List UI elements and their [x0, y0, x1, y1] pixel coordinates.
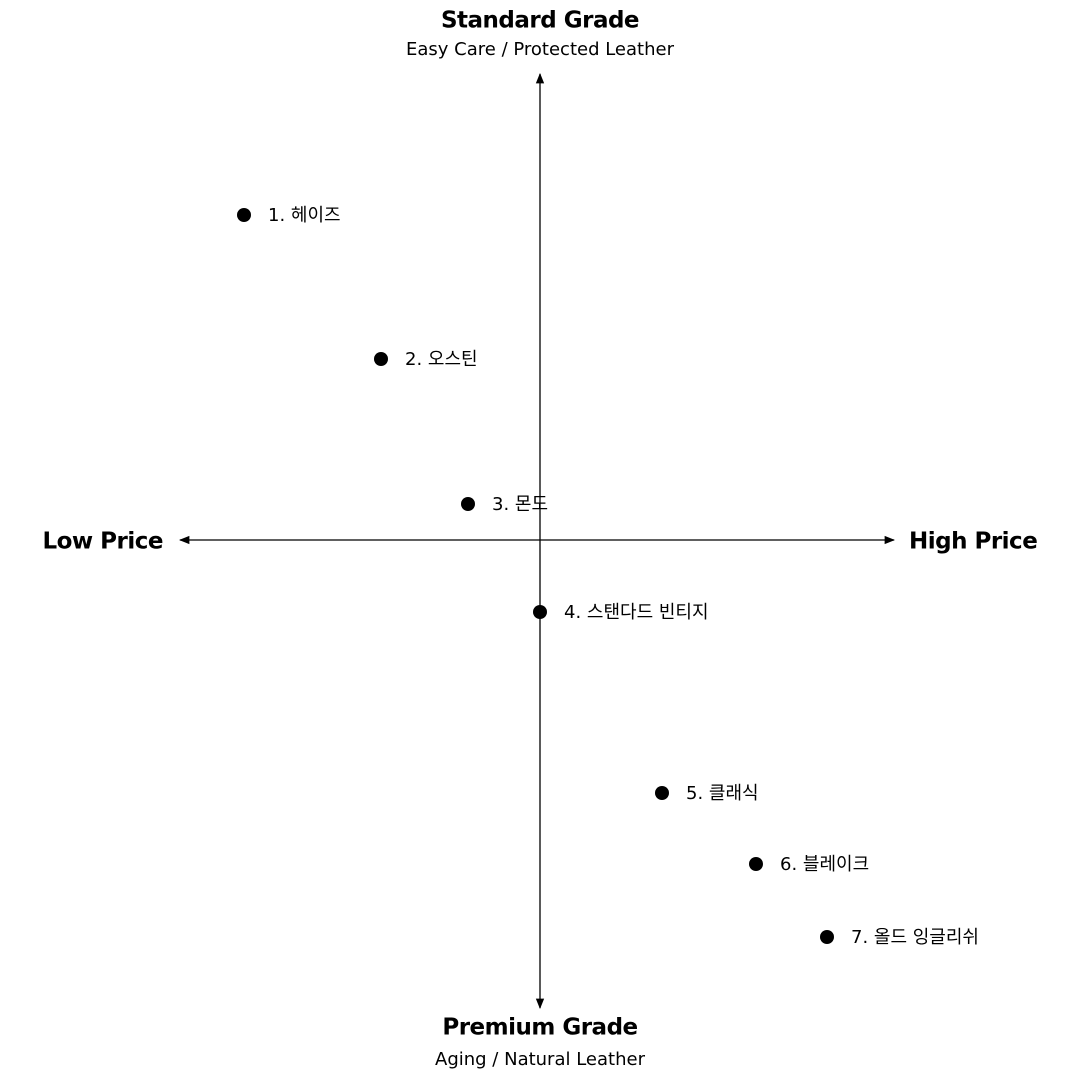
item-dot	[237, 208, 251, 222]
item-label: 1. 헤이즈	[268, 205, 341, 226]
item-label: 5. 클래식	[686, 783, 759, 804]
item-label: 4. 스탠다드 빈티지	[564, 602, 709, 623]
items: 1. 헤이즈 2. 오스틴 3. 몬도 4. 스탠다드 빈티지 5. 클래식 6. 블레이…	[237, 205, 979, 948]
item-dot	[655, 786, 669, 800]
item-dot	[749, 857, 763, 871]
bottom-title: Premium Grade	[442, 1015, 637, 1041]
top-title: Standard Grade	[441, 8, 639, 34]
item-dot	[533, 605, 547, 619]
item-label: 2. 오스틴	[405, 349, 478, 370]
left-label: Low Price	[42, 529, 163, 555]
top-subtitle: Easy Care / Protected Leather	[406, 39, 675, 60]
item-dot	[461, 497, 475, 511]
item-label: 6. 블레이크	[780, 854, 869, 875]
bottom-subtitle: Aging / Natural Leather	[435, 1049, 646, 1070]
item-dot	[374, 352, 388, 366]
item-label: 3. 몬도	[492, 494, 548, 515]
item-dot	[820, 930, 834, 944]
item-label: 7. 올드 잉글리쉬	[851, 927, 979, 948]
right-label: High Price	[909, 529, 1037, 555]
